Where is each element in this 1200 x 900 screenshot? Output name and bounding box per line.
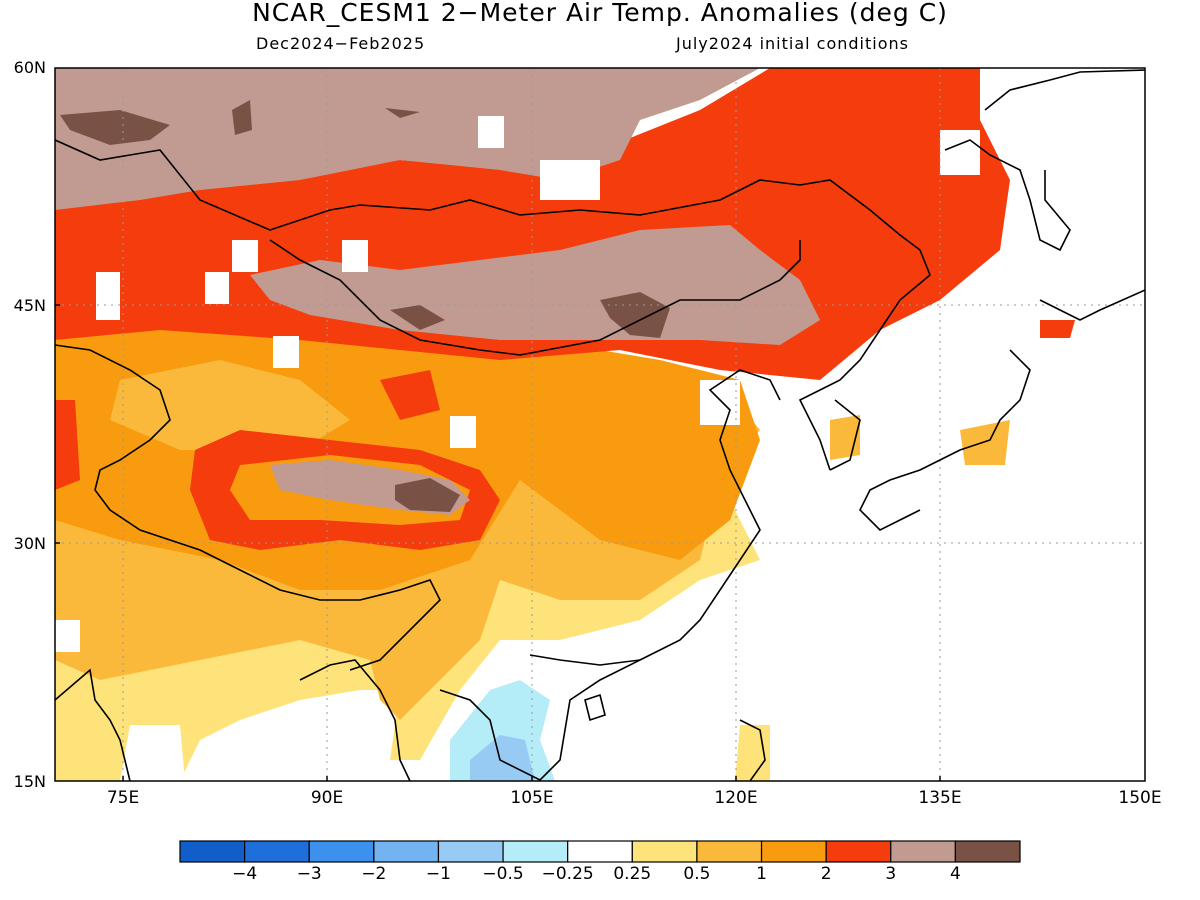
init-conditions-subtitle: July2024 initial conditions [676, 34, 909, 53]
colorbar-swatch [825, 840, 892, 863]
colorbar-swatch [567, 840, 633, 863]
lon-label: 90E [310, 788, 344, 808]
colorbar [179, 840, 1021, 863]
season-subtitle: Dec2024−Feb2025 [256, 34, 426, 53]
coastlines-borders [54, 69, 1146, 782]
map-frame [54, 67, 1146, 782]
tick-marks [55, 304, 941, 781]
colorbar-label: −3 [296, 864, 322, 884]
colorbar-swatch [244, 840, 310, 863]
lon-label: 105E [510, 788, 554, 808]
colorbar-label: 0.25 [613, 864, 652, 884]
colorbar-label: −1 [425, 864, 451, 884]
colorbar-swatch [631, 840, 698, 863]
lat-label: 15N [13, 772, 46, 791]
colorbar-label: −2 [361, 864, 387, 884]
lon-label: 135E [918, 788, 962, 808]
colorbar-swatch [890, 840, 956, 863]
lon-label: 120E [714, 788, 758, 808]
colorbar-swatch [179, 840, 246, 863]
lat-label: 30N [13, 534, 46, 553]
field-above-4 [60, 110, 170, 145]
lat-label: 60N [13, 58, 46, 77]
colorbar-swatch [760, 840, 827, 863]
colorbar-swatch [502, 840, 569, 863]
colorbar-swatch [308, 840, 375, 863]
colorbar-label: 3 [885, 864, 897, 884]
colorbar-swatch [954, 840, 1021, 863]
lon-label: 150E [1118, 788, 1162, 808]
lon-label: 75E [106, 788, 140, 808]
chart-title: NCAR_CESM1 2−Meter Air Temp. Anomalies (… [252, 0, 948, 27]
colorbar-label: 1 [756, 864, 767, 884]
colorbar-swatch [373, 840, 440, 863]
anomaly-fields [55, 68, 1145, 781]
colorbar-swatch [696, 840, 763, 863]
lat-label: 45N [13, 296, 46, 315]
colorbar-swatch [437, 840, 504, 863]
colorbar-label: −0.5 [482, 864, 524, 884]
colorbar-label: 4 [949, 864, 961, 884]
colorbar-label: −4 [232, 864, 258, 884]
field-3-4 [55, 68, 760, 210]
colorbar-label: 2 [820, 864, 832, 884]
colorbar-label: 0.5 [683, 864, 711, 884]
colorbar-label: −0.25 [541, 864, 594, 884]
